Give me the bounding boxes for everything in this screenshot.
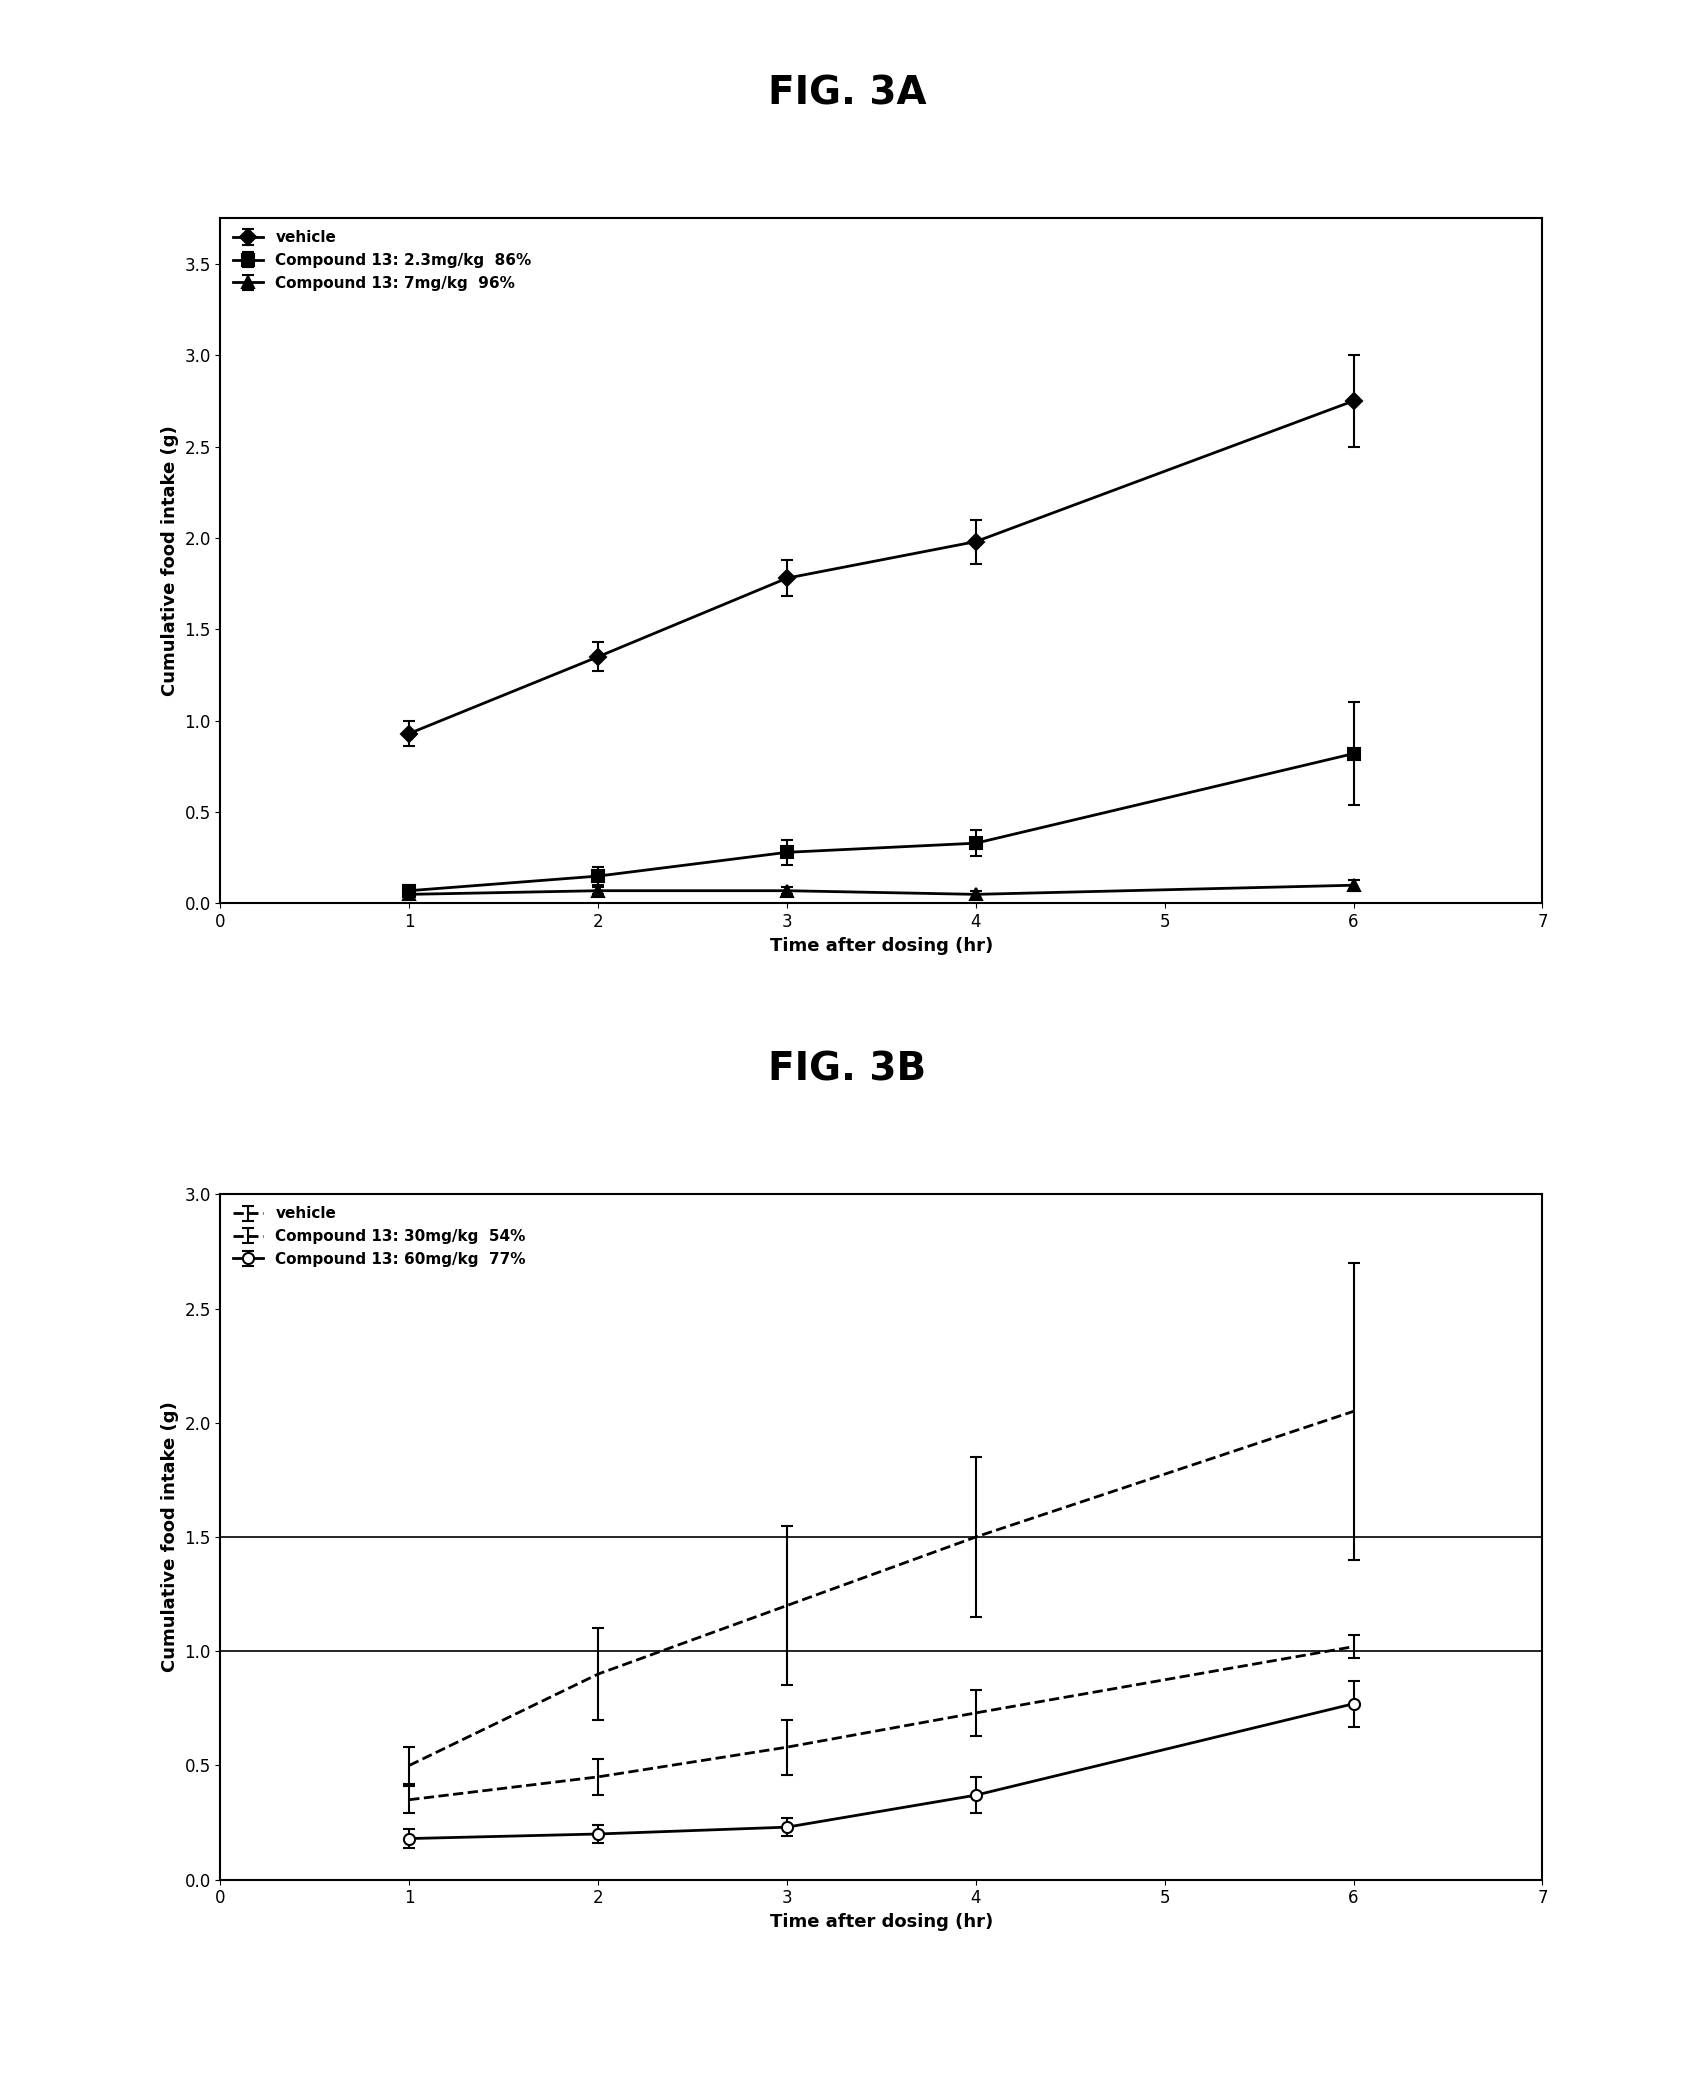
Y-axis label: Cumulative food intake (g): Cumulative food intake (g): [161, 426, 178, 696]
Y-axis label: Cumulative food intake (g): Cumulative food intake (g): [161, 1402, 178, 1672]
X-axis label: Time after dosing (hr): Time after dosing (hr): [770, 937, 993, 955]
X-axis label: Time after dosing (hr): Time after dosing (hr): [770, 1913, 993, 1932]
Legend: vehicle, Compound 13: 30mg/kg  54%, Compound 13: 60mg/kg  77%: vehicle, Compound 13: 30mg/kg 54%, Compo…: [229, 1203, 531, 1271]
Text: FIG. 3B: FIG. 3B: [768, 1051, 927, 1088]
Text: FIG. 3A: FIG. 3A: [768, 75, 927, 112]
Legend: vehicle, Compound 13: 2.3mg/kg  86%, Compound 13: 7mg/kg  96%: vehicle, Compound 13: 2.3mg/kg 86%, Comp…: [229, 226, 536, 295]
